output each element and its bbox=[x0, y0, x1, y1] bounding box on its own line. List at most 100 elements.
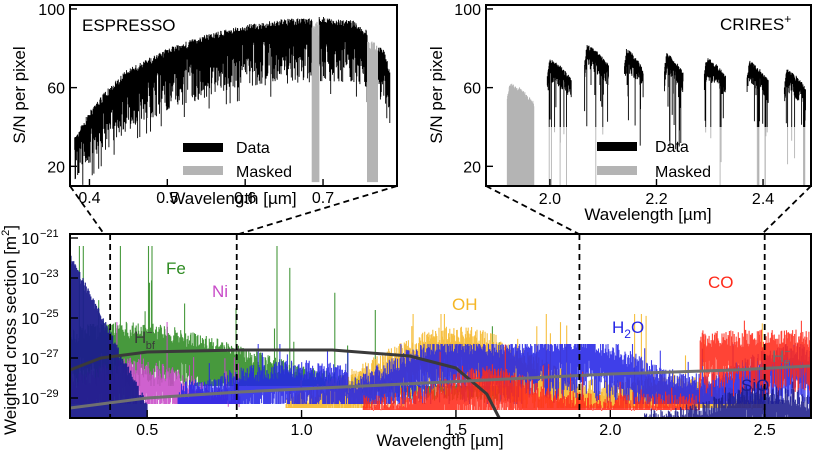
crires-title: CRIRES+ bbox=[720, 12, 791, 34]
crires-ytick-label-1: 60 bbox=[463, 81, 481, 98]
crires-ytick-label-0: 20 bbox=[463, 159, 481, 176]
ylabel-end: ] bbox=[1, 225, 20, 230]
ylabel-sup: 2 bbox=[0, 230, 12, 236]
espresso-xlabel: Wavelength [µm] bbox=[169, 189, 296, 208]
continuum-hff-line bbox=[70, 364, 811, 410]
cross-section-xlabel: Wavelength [µm] bbox=[376, 431, 503, 450]
connector-crires-left bbox=[485, 185, 580, 235]
cross-ytick-exp-3: −27 bbox=[40, 348, 59, 360]
espresso-xtick-label-3: 0.7 bbox=[312, 190, 334, 207]
label-h2o-sub: 2 bbox=[624, 327, 631, 341]
label-hff-sub: ff bbox=[784, 359, 791, 371]
espresso-ytick-label-0: 20 bbox=[47, 159, 65, 176]
crires-order-4-data bbox=[664, 53, 684, 150]
legend-label-data: Data bbox=[236, 140, 270, 157]
espresso-ylabel: S/N per pixel bbox=[10, 46, 29, 143]
espresso-panel: 0.4 0.5 0.6 0.7 20 60 100 ESPRESSO Wavelength … bbox=[10, 2, 398, 208]
crires-order-2-masked bbox=[595, 127, 604, 186]
cross-xtick-label-1: 1.0 bbox=[290, 422, 312, 439]
label-h2o-o: O bbox=[631, 318, 644, 337]
espresso-ytick-label-2: 100 bbox=[38, 2, 65, 19]
espresso-legend: Data Masked bbox=[183, 140, 292, 181]
espresso-ytick-label-1: 60 bbox=[47, 81, 65, 98]
crires-order-5-data bbox=[703, 58, 726, 127]
cross-xtick-label-0: 0.5 bbox=[136, 422, 158, 439]
crires-ytick-label-2: 100 bbox=[454, 2, 481, 19]
espresso-data-series bbox=[74, 17, 391, 185]
legend-swatch-data bbox=[183, 143, 223, 152]
crires-order-6-masked bbox=[756, 127, 768, 186]
label-sio: SiO bbox=[741, 376, 769, 395]
espresso-xtick-label-2: 0.6 bbox=[234, 190, 256, 207]
crires-title-text: CRIRES bbox=[720, 15, 784, 34]
crires-order-7-data bbox=[783, 69, 806, 127]
cross-ytick-label-0: 10 bbox=[21, 231, 39, 248]
cross-section-panel: 0.5 1.0 1.5 2.0 2.510−2110−2310−2510−2710−29… bbox=[0, 225, 812, 450]
cross-ytick-exp-1: −23 bbox=[40, 268, 59, 280]
label-ni: Ni bbox=[212, 282, 228, 301]
species-labels: Fe Ni OH H2O CO SiO H− bf H− ff bbox=[134, 259, 791, 395]
cross-ytick-label-2: 10 bbox=[21, 311, 39, 328]
crires-title-sup: + bbox=[784, 12, 791, 26]
connector-espresso-right bbox=[238, 185, 398, 235]
cross-section-frame bbox=[69, 233, 812, 419]
cross-section-plot-area bbox=[70, 234, 811, 418]
cross-xtick-label-2: 1.5 bbox=[445, 422, 467, 439]
crires-order-1-data bbox=[546, 59, 572, 127]
crires-axes: 2.0 2.2 2.4 20 60 100 bbox=[454, 2, 774, 208]
crires-xlabel: Wavelength [µm] bbox=[584, 205, 711, 224]
label-h2o-h: H bbox=[612, 318, 624, 337]
cross-section-ylabel: Weighted cross section [m2] bbox=[0, 225, 20, 435]
crires-xtick-label-2: 2.4 bbox=[752, 191, 774, 208]
label-hbf: H− bf bbox=[134, 327, 156, 352]
crires-xtick-label-1: 2.2 bbox=[645, 191, 667, 208]
crires-order-7-masked bbox=[787, 127, 806, 186]
label-hff-h: H bbox=[772, 347, 784, 366]
legend-label-masked: Masked bbox=[236, 164, 292, 181]
espresso-axes: 0.4 0.5 0.6 0.7 20 60 100 bbox=[38, 2, 334, 207]
legend-swatch-masked bbox=[597, 166, 637, 175]
espresso-xtick-label-0: 0.4 bbox=[78, 190, 100, 207]
label-oh: OH bbox=[452, 295, 478, 314]
espresso-title: ESPRESSO bbox=[82, 16, 176, 35]
espresso-xtick-label-1: 0.5 bbox=[156, 190, 178, 207]
ylabel-text: Weighted cross section [m bbox=[1, 236, 20, 435]
label-hbf-h: H bbox=[134, 328, 146, 347]
zoom-connectors bbox=[69, 185, 812, 235]
crires-order-6-data bbox=[746, 60, 769, 127]
espresso-masked-series bbox=[311, 21, 378, 183]
legend-label-data: Data bbox=[655, 139, 689, 156]
label-hbf-sup: − bbox=[146, 327, 152, 339]
crires-plot-area bbox=[506, 45, 806, 186]
crires-order-1-masked bbox=[548, 127, 567, 186]
legend-label-masked: Masked bbox=[655, 164, 711, 181]
crires-order-2-data bbox=[584, 45, 609, 127]
crires-order-3-data bbox=[624, 49, 644, 146]
cross-xtick-label-4: 2.5 bbox=[754, 422, 776, 439]
crires-ylabel: S/N per pixel bbox=[427, 46, 446, 143]
continuum-hbf-line bbox=[70, 348, 501, 418]
label-hff: H− ff bbox=[772, 346, 791, 371]
cross-ytick-label-4: 10 bbox=[21, 391, 39, 408]
legend-swatch-data bbox=[597, 142, 637, 151]
crires-order-0-masked bbox=[506, 83, 535, 186]
espresso-frame bbox=[69, 4, 398, 187]
cross-ytick-exp-0: −21 bbox=[40, 228, 59, 240]
cross-xtick-label-3: 2.0 bbox=[599, 422, 621, 439]
crires-frame bbox=[485, 4, 812, 187]
espresso-plot-area bbox=[74, 17, 391, 185]
label-co: CO bbox=[708, 273, 734, 292]
cross-ytick-exp-2: −25 bbox=[40, 308, 59, 320]
connector-crires-right bbox=[761, 185, 812, 235]
crires-panel: 2.0 2.2 2.4 20 60 100 CRIRES+ Wavelength [µm]… bbox=[427, 2, 812, 224]
cross-ytick-label-1: 10 bbox=[21, 271, 39, 288]
label-hff-sup: − bbox=[784, 346, 790, 358]
cross-ytick-label-3: 10 bbox=[21, 351, 39, 368]
label-fe: Fe bbox=[166, 259, 186, 278]
crires-legend: Data Masked bbox=[597, 139, 711, 181]
crires-xtick-label-0: 2.0 bbox=[539, 191, 561, 208]
label-h2o: H2O bbox=[612, 318, 644, 341]
label-hbf-sub: bf bbox=[146, 340, 156, 352]
